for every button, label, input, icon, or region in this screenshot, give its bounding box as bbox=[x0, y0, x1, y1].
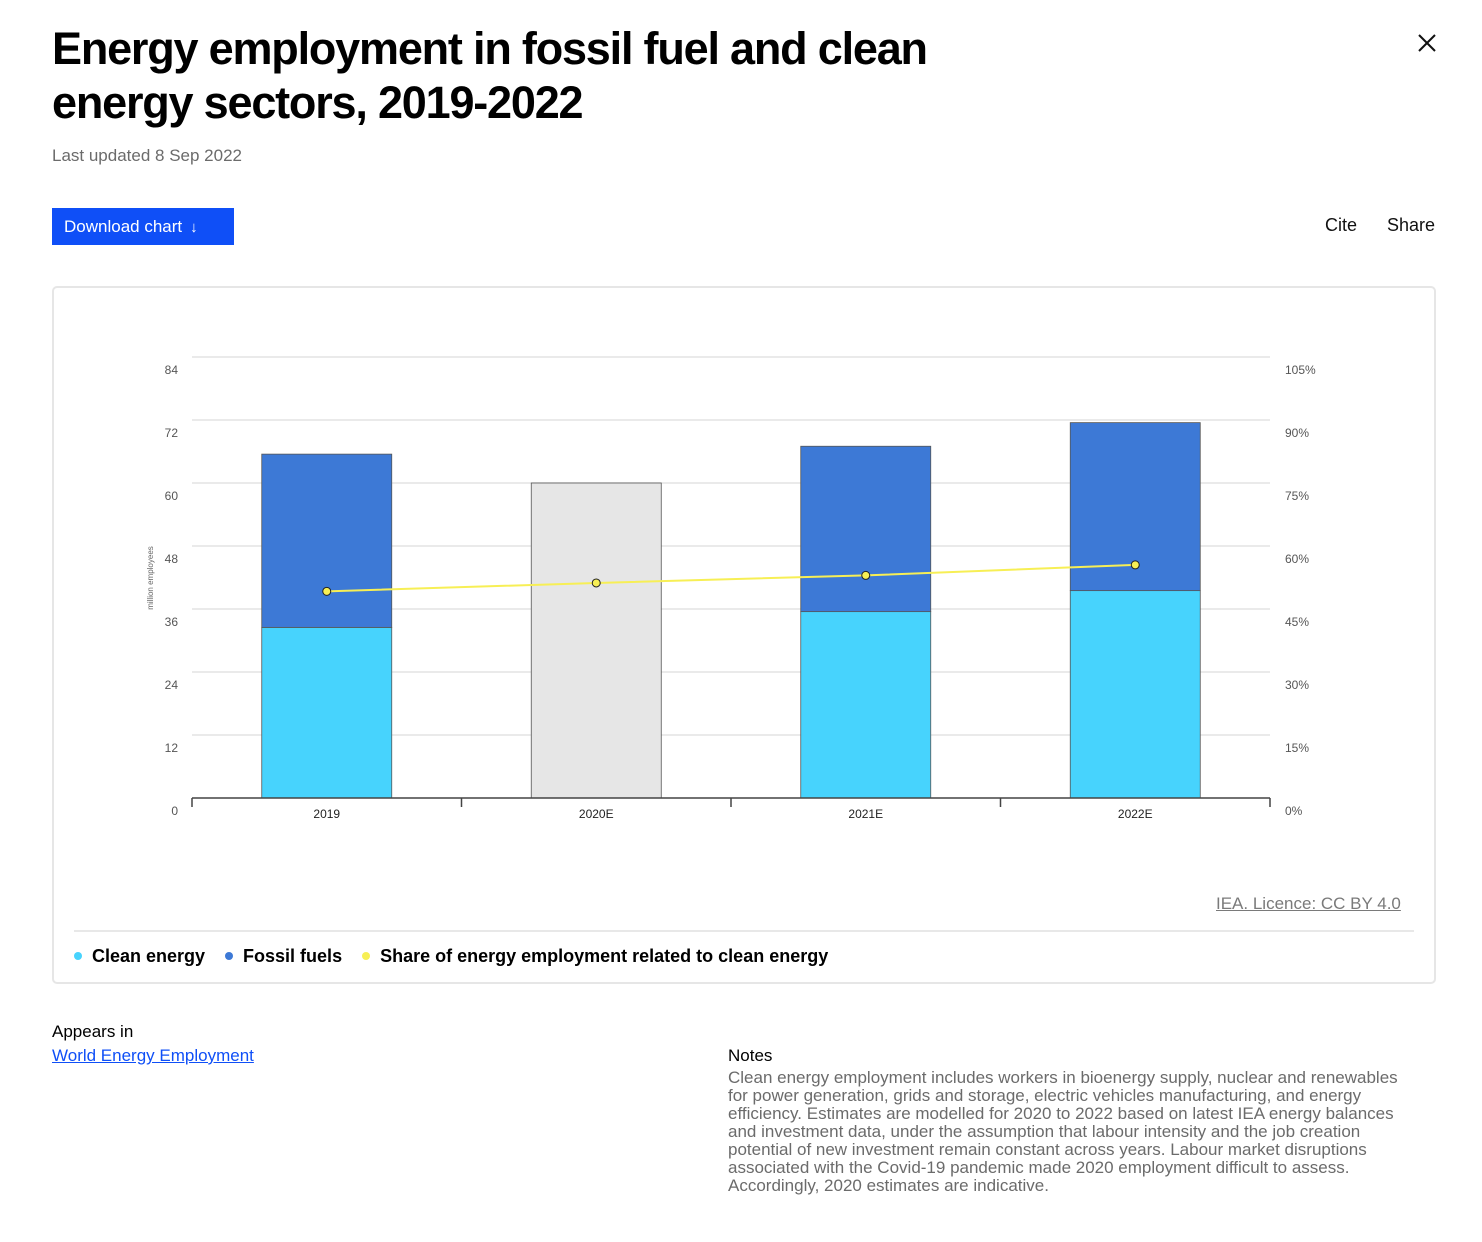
share-point bbox=[322, 586, 332, 596]
legend-item[interactable]: Share of energy employment related to cl… bbox=[362, 946, 828, 967]
y2-tick-label: 15% bbox=[1285, 741, 1309, 755]
y2-tick-label: 45% bbox=[1285, 615, 1309, 629]
y-tick-label: 12 bbox=[165, 741, 179, 755]
x-tick-label: 2020E bbox=[579, 807, 614, 821]
appears-in-label: Appears in bbox=[52, 1022, 134, 1041]
legend-item[interactable]: Fossil fuels bbox=[225, 946, 342, 967]
y2-tick-label: 105% bbox=[1285, 363, 1316, 377]
share-line bbox=[326, 563, 1136, 593]
download-arrow-icon: ↓ bbox=[190, 218, 198, 236]
x-tick-label: 2021E bbox=[848, 807, 883, 821]
legend-dot-icon bbox=[362, 952, 371, 960]
chart-panel bbox=[52, 286, 1436, 984]
y-tick-label: 24 bbox=[165, 678, 179, 692]
notes-text: Clean energy employment includes workers… bbox=[728, 1068, 1398, 1195]
bar-clean-energy bbox=[1069, 590, 1201, 799]
share-point bbox=[591, 578, 601, 588]
y-axis-title: million employees bbox=[146, 546, 155, 610]
y-tick-label: 72 bbox=[165, 426, 179, 440]
close-icon bbox=[1418, 34, 1436, 52]
close-button[interactable] bbox=[1412, 28, 1442, 58]
download-chart-label: Download chart bbox=[64, 216, 183, 236]
y-tick-label: 0 bbox=[171, 804, 178, 818]
share-point bbox=[1130, 560, 1140, 570]
y2-tick-label: 30% bbox=[1285, 678, 1309, 692]
legend-dot-icon bbox=[225, 952, 234, 960]
y2-tick-label: 0% bbox=[1285, 804, 1303, 818]
x-tick-label: 2022E bbox=[1118, 807, 1153, 821]
share-link[interactable]: Share bbox=[1387, 215, 1436, 235]
legend-label: Clean energy bbox=[92, 945, 206, 966]
page-title: Energy employment in fossil fuel and cle… bbox=[52, 23, 928, 128]
licence-link[interactable]: IEA. Licence: CC BY 4.0 bbox=[1216, 894, 1401, 913]
x-tick-label: 2019 bbox=[313, 807, 340, 821]
bar-clean-energy bbox=[261, 626, 393, 799]
bar-total-2020 bbox=[530, 482, 662, 799]
y2-tick-label: 75% bbox=[1285, 489, 1309, 503]
y-tick-label: 48 bbox=[165, 552, 179, 566]
y-tick-label: 60 bbox=[165, 489, 179, 503]
bar-fossil-fuels bbox=[261, 453, 393, 628]
last-updated: Last updated 8 Sep 2022 bbox=[52, 146, 242, 165]
cite-link[interactable]: Cite bbox=[1325, 215, 1358, 235]
y-tick-label: 36 bbox=[165, 615, 179, 629]
bar-fossil-fuels bbox=[800, 445, 932, 613]
legend-label: Share of energy employment related to cl… bbox=[380, 945, 829, 966]
y2-tick-label: 90% bbox=[1285, 426, 1309, 440]
legend-divider bbox=[74, 930, 1414, 932]
chart-legend: Clean energy Fossil fuels Share of energy … bbox=[74, 944, 848, 968]
notes-label: Notes bbox=[728, 1046, 773, 1065]
legend-dot-icon bbox=[74, 952, 82, 960]
y2-tick-label: 60% bbox=[1285, 552, 1309, 566]
share-point bbox=[861, 570, 871, 580]
download-chart-button[interactable]: Download chart ↓ bbox=[52, 208, 234, 245]
bar-clean-energy bbox=[800, 611, 932, 799]
legend-item[interactable]: Clean energy bbox=[74, 946, 205, 967]
y-tick-label: 84 bbox=[165, 363, 179, 377]
legend-label: Fossil fuels bbox=[243, 945, 343, 966]
appears-in-link[interactable]: World Energy Employment bbox=[52, 1046, 254, 1065]
